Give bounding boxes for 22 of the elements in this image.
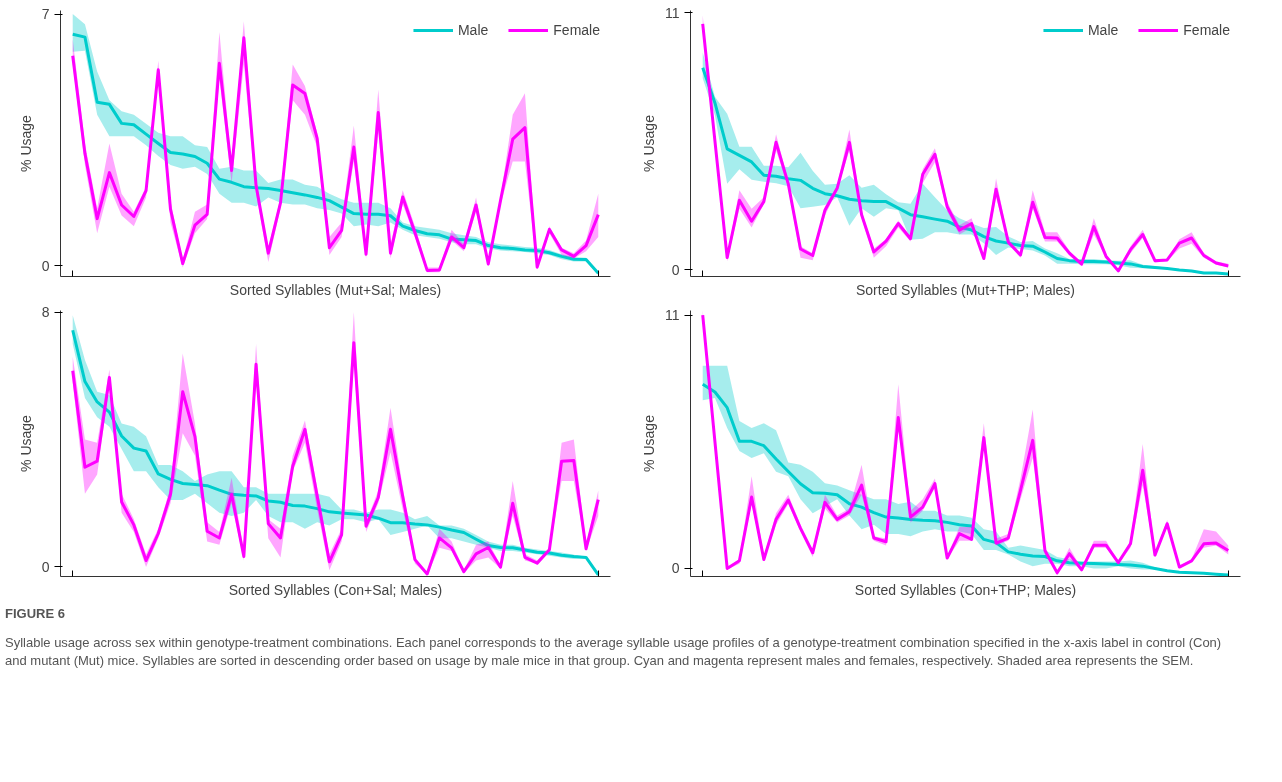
x-axis-title: Sorted Syllables (Mut+THP; Males) bbox=[855, 281, 1076, 298]
y-axis-title: % Usage bbox=[17, 414, 34, 472]
y-axis-title: % Usage bbox=[640, 114, 657, 172]
y-tick-label: 0 bbox=[41, 558, 50, 575]
y-tick-label: 7 bbox=[41, 6, 50, 23]
text: Syllable usage across sex within genotype-treatment combinations. Each panel corresponds to the average syllable usage profiles of a genotype-treatment combination specified in the x-axis label in control (Con) and mutant (Mut) mice. Syllables are sorted in descending order based on usage by male mice in that group. Cyan and magenta represent males and females, respectively. Shaded area represents the SEM. bbox=[5, 633, 1223, 671]
y-tick-label: 11 bbox=[664, 307, 680, 324]
legend-label: Male bbox=[457, 22, 489, 38]
y-tick-label: 11 bbox=[664, 4, 680, 21]
legend-label: Female bbox=[553, 22, 600, 38]
legend-label: Male bbox=[1087, 22, 1119, 38]
x-axis-title: Sorted Syllables (Con+THP; Males) bbox=[854, 581, 1077, 598]
x-axis-title: Sorted Syllables (Mut+Sal; Males) bbox=[229, 281, 442, 298]
y-axis-title: % Usage bbox=[640, 414, 657, 472]
y-tick-label: 8 bbox=[41, 304, 50, 321]
legend-label: Female bbox=[1183, 22, 1230, 38]
y-tick-label: 0 bbox=[671, 560, 680, 577]
y-tick-label: 0 bbox=[671, 261, 680, 278]
caption: FIGURE 6 bbox=[5, 605, 65, 623]
y-axis-title: % Usage bbox=[17, 114, 34, 172]
x-axis-title: Sorted Syllables (Con+Sal; Males) bbox=[228, 581, 443, 598]
y-tick-label: 0 bbox=[41, 257, 50, 274]
